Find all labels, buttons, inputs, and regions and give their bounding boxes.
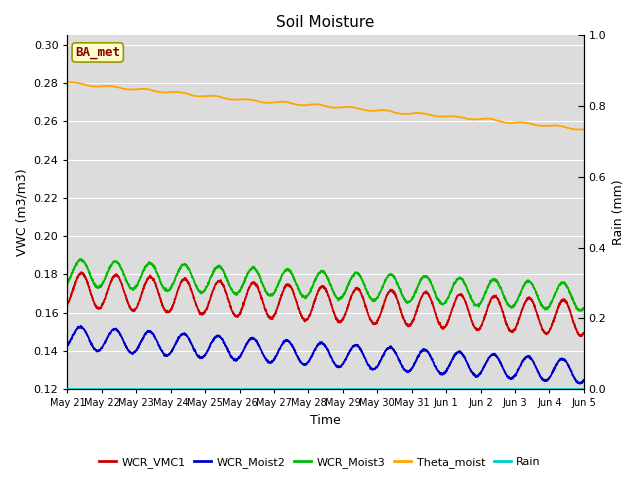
Title: Soil Moisture: Soil Moisture — [276, 15, 375, 30]
X-axis label: Time: Time — [310, 414, 341, 427]
Y-axis label: Rain (mm): Rain (mm) — [612, 180, 625, 245]
Text: BA_met: BA_met — [76, 46, 120, 59]
Y-axis label: VWC (m3/m3): VWC (m3/m3) — [15, 168, 28, 256]
Legend: WCR_VMC1, WCR_Moist2, WCR_Moist3, Theta_moist, Rain: WCR_VMC1, WCR_Moist2, WCR_Moist3, Theta_… — [95, 452, 545, 472]
